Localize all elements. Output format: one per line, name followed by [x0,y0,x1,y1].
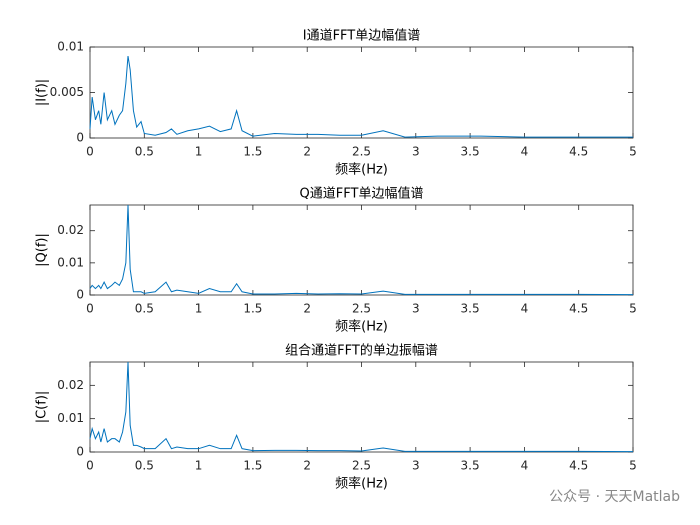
chart-title: I通道FFT单边幅值谱 [303,28,421,44]
x-tick-label: 0 [86,145,94,159]
x-tick-label: 1 [195,145,203,159]
spectrum-line [89,204,634,296]
x-tick-label: 4.5 [569,145,588,159]
chart-title: Q通道FFT单边幅值谱 [300,186,424,202]
x-tick-label: 2.5 [352,459,371,473]
spectrum-line [89,361,634,453]
y-tick-label: 0.01 [57,411,84,425]
x-tick-label: 5 [629,145,637,159]
x-tick-label: 4 [521,145,529,159]
spectrum-line [89,56,633,138]
watermark: 公众号 · 天天Matlab [549,489,680,505]
y-axis-label: |C(f)| [35,391,50,424]
x-axis-label: 频率(Hz) [335,476,388,492]
x-tick-label: 3 [412,145,420,159]
x-tick-label: 3.5 [461,459,480,473]
x-tick-label: 1.5 [243,459,262,473]
y-axis-label: |Q(f)| [35,233,50,267]
y-tick-label: 0.02 [57,223,84,237]
y-axis-label: |I(f)| [35,79,50,106]
x-tick-label: 1.5 [243,302,262,316]
x-tick-label: 0.5 [135,145,154,159]
x-tick-label: 0.5 [135,459,154,473]
y-tick-label: 0.01 [57,255,84,269]
x-tick-label: 4.5 [569,459,588,473]
axes-box [89,46,634,139]
y-tick-label: 0 [76,445,84,459]
x-tick-label: 3 [412,459,420,473]
x-tick-label: 1 [195,302,203,316]
x-tick-label: 3.5 [461,145,480,159]
x-tick-label: 3 [412,302,420,316]
x-tick-label: 1 [195,459,203,473]
x-tick-label: 5 [629,302,637,316]
y-tick-label: 0.005 [50,85,84,99]
x-tick-label: 3.5 [461,302,480,316]
y-tick-label: 0 [76,131,84,145]
x-tick-label: 5 [629,459,637,473]
x-axis-label: 频率(Hz) [335,162,388,178]
x-axis-label: 频率(Hz) [335,319,388,335]
x-tick-label: 2 [303,302,311,316]
x-tick-label: 4 [521,459,529,473]
x-tick-label: 0.5 [135,302,154,316]
axes-box [89,204,634,296]
y-tick-label: 0.02 [57,378,84,392]
x-tick-label: 0 [86,302,94,316]
x-tick-label: 1.5 [243,145,262,159]
x-tick-label: 0 [86,459,94,473]
x-tick-label: 2 [303,145,311,159]
y-tick-label: 0.01 [57,40,84,54]
x-tick-label: 2 [303,459,311,473]
chart-title: 组合通道FFT的单边振幅谱 [285,343,438,359]
x-tick-label: 2.5 [352,145,371,159]
x-tick-label: 2.5 [352,302,371,316]
y-tick-label: 0 [76,288,84,302]
x-tick-label: 4.5 [569,302,588,316]
axes-box [89,361,634,453]
x-tick-label: 4 [521,302,529,316]
